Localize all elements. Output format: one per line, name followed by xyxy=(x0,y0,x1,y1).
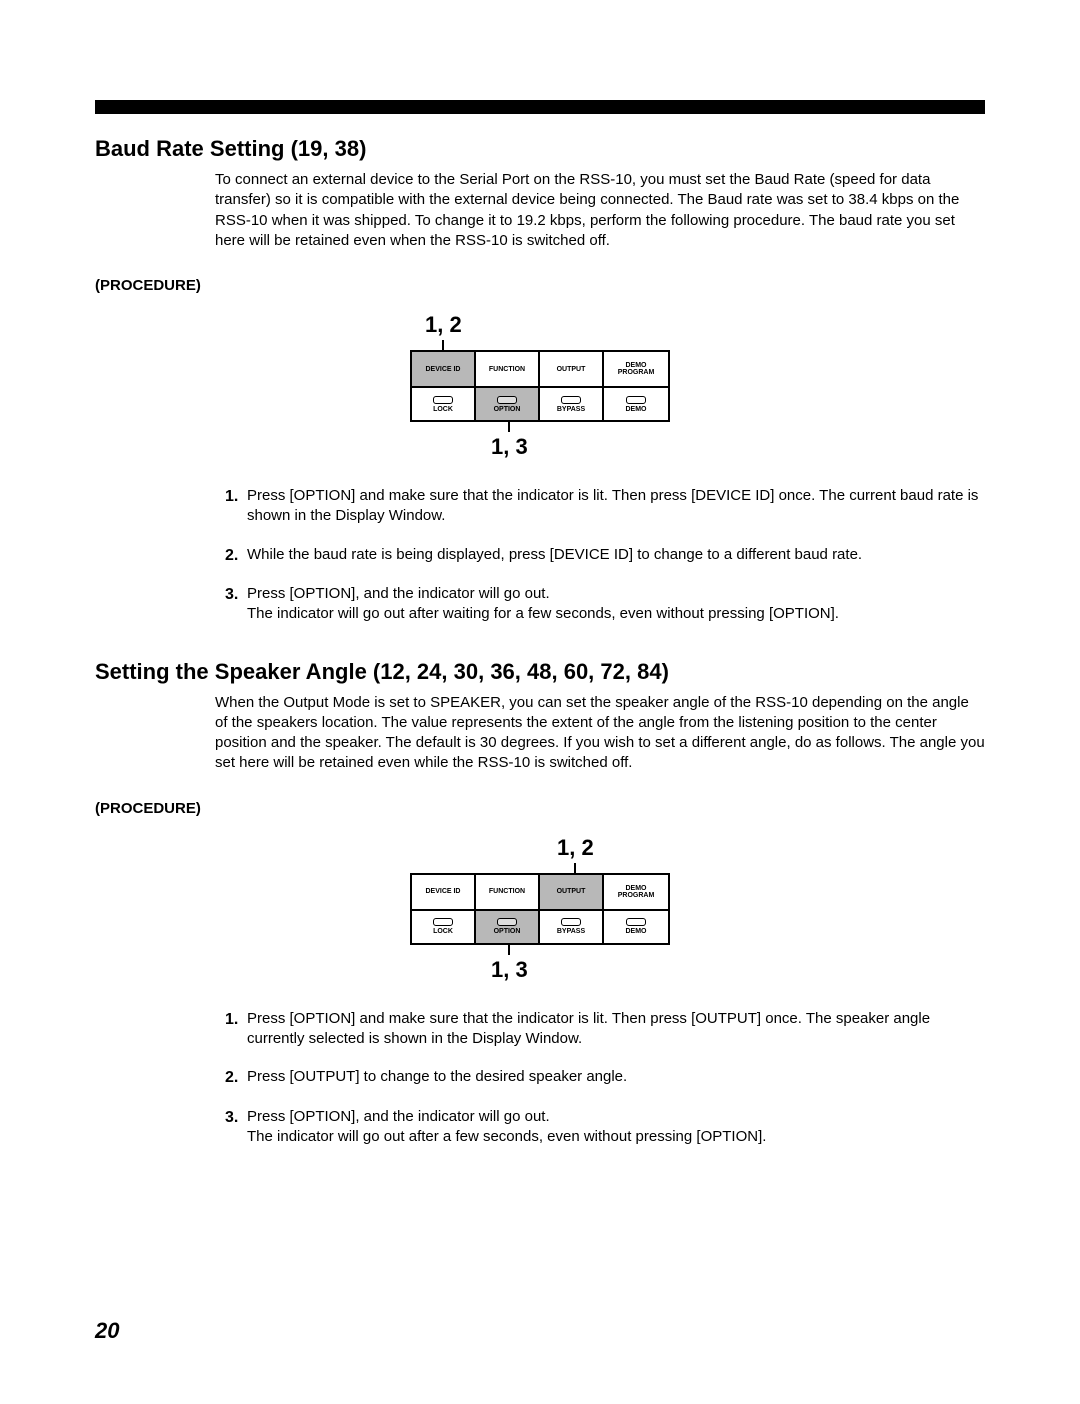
diagram-tick-top xyxy=(574,863,576,873)
page-number: 20 xyxy=(95,1318,119,1344)
button-label: OUTPUT xyxy=(557,888,586,895)
button-label: DEMO xyxy=(626,928,647,935)
button-panel: DEVICE ID FUNCTION OUTPUT DEMOPROGRAM LOCK OP… xyxy=(410,873,670,945)
procedure-step: 2.Press [OUTPUT] to change to the desire… xyxy=(225,1067,985,1089)
panel-button: DEVICE ID xyxy=(412,352,476,386)
panel-button: OPTION xyxy=(476,386,540,420)
panel-button: DEMO xyxy=(604,909,668,943)
button-cap-icon xyxy=(561,396,581,404)
panel-row-top: DEVICE ID FUNCTION OUTPUT DEMOPROGRAM xyxy=(412,875,668,909)
procedure-step: 1.Press [OPTION] and make sure that the … xyxy=(225,1009,985,1050)
step-text: Press [OPTION], and the indicator will g… xyxy=(247,1107,985,1148)
section1-procedure-label: (PROCEDURE) xyxy=(95,277,985,294)
panel-button: LOCK xyxy=(412,386,476,420)
button-cap-icon xyxy=(497,396,517,404)
button-label: OPTION xyxy=(494,928,521,935)
button-label: OUTPUT xyxy=(557,366,586,373)
procedure-step: 2.While the baud rate is being displayed… xyxy=(225,545,985,567)
panel-button: DEVICE ID xyxy=(412,875,476,909)
page: Baud Rate Setting (19, 38) To connect an… xyxy=(0,0,1080,1147)
procedure-step: 1.Press [OPTION] and make sure that the … xyxy=(225,486,985,527)
panel-button: OUTPUT xyxy=(540,875,604,909)
panel-button: OUTPUT xyxy=(540,352,604,386)
diagram-top-label: 1, 2 xyxy=(410,312,670,338)
section1-steps: 1.Press [OPTION] and make sure that the … xyxy=(95,486,985,625)
panel-button: DEMOPROGRAM xyxy=(604,352,668,386)
button-cap-icon xyxy=(626,396,646,404)
step-text: Press [OPTION], and the indicator will g… xyxy=(247,584,985,625)
step-number: 1. xyxy=(225,486,247,527)
section2-title: Setting the Speaker Angle (12, 24, 30, 3… xyxy=(95,659,985,685)
button-label: FUNCTION xyxy=(489,366,525,373)
step-text: While the baud rate is being displayed, … xyxy=(247,545,985,567)
step-number: 3. xyxy=(225,1107,247,1148)
button-label: OPTION xyxy=(494,406,521,413)
panel-button: LOCK xyxy=(412,909,476,943)
panel-button: OPTION xyxy=(476,909,540,943)
diagram-tick-bottom xyxy=(508,422,510,432)
diagram-top-label: 1, 2 xyxy=(410,835,670,861)
button-label: DEMOPROGRAM xyxy=(618,362,655,376)
button-cap-icon xyxy=(561,918,581,926)
button-label: FUNCTION xyxy=(489,888,525,895)
step-number: 1. xyxy=(225,1009,247,1050)
panel-button: FUNCTION xyxy=(476,352,540,386)
button-panel: DEVICE ID FUNCTION OUTPUT DEMOPROGRAM LOCK OP… xyxy=(410,350,670,422)
button-label: DEVICE ID xyxy=(425,366,460,373)
diagram-tick-top xyxy=(442,340,444,350)
step-text: Press [OPTION] and make sure that the in… xyxy=(247,1009,985,1050)
button-label: LOCK xyxy=(433,406,453,413)
button-label: BYPASS xyxy=(557,406,585,413)
button-label: DEMO xyxy=(626,406,647,413)
section2-steps: 1.Press [OPTION] and make sure that the … xyxy=(95,1009,985,1148)
diagram-bottom-label: 1, 3 xyxy=(410,957,670,983)
button-cap-icon xyxy=(433,918,453,926)
panel-row-top: DEVICE ID FUNCTION OUTPUT DEMOPROGRAM xyxy=(412,352,668,386)
section2-procedure-label: (PROCEDURE) xyxy=(95,800,985,817)
step-number: 2. xyxy=(225,1067,247,1089)
section2-diagram: 1, 2 DEVICE ID FUNCTION OUTPUT DEMOPROGRAM LO… xyxy=(95,835,985,983)
panel-button: BYPASS xyxy=(540,386,604,420)
panel-button: FUNCTION xyxy=(476,875,540,909)
header-bar xyxy=(95,100,985,114)
section1-title: Baud Rate Setting (19, 38) xyxy=(95,136,985,162)
procedure-step: 3.Press [OPTION], and the indicator will… xyxy=(225,1107,985,1148)
button-cap-icon xyxy=(626,918,646,926)
diagram-bottom-label: 1, 3 xyxy=(410,434,670,460)
button-label: BYPASS xyxy=(557,928,585,935)
panel-button: DEMOPROGRAM xyxy=(604,875,668,909)
diagram-tick-bottom xyxy=(508,945,510,955)
button-label: DEMOPROGRAM xyxy=(618,885,655,899)
step-number: 3. xyxy=(225,584,247,625)
procedure-step: 3.Press [OPTION], and the indicator will… xyxy=(225,584,985,625)
button-cap-icon xyxy=(433,396,453,404)
button-label: LOCK xyxy=(433,928,453,935)
panel-row-bottom: LOCK OPTION BYPASS DEMO xyxy=(412,386,668,420)
panel-row-bottom: LOCK OPTION BYPASS DEMO xyxy=(412,909,668,943)
button-cap-icon xyxy=(497,918,517,926)
section2-intro: When the Output Mode is set to SPEAKER, … xyxy=(95,693,985,774)
step-text: Press [OUTPUT] to change to the desired … xyxy=(247,1067,985,1089)
section2: Setting the Speaker Angle (12, 24, 30, 3… xyxy=(95,659,985,1148)
panel-button: DEMO xyxy=(604,386,668,420)
section1-diagram: 1, 2 DEVICE ID FUNCTION OUTPUT DEMOPROGRAM LO… xyxy=(95,312,985,460)
button-label: DEVICE ID xyxy=(425,888,460,895)
step-text: Press [OPTION] and make sure that the in… xyxy=(247,486,985,527)
step-number: 2. xyxy=(225,545,247,567)
panel-button: BYPASS xyxy=(540,909,604,943)
section1-intro: To connect an external device to the Ser… xyxy=(95,170,985,251)
